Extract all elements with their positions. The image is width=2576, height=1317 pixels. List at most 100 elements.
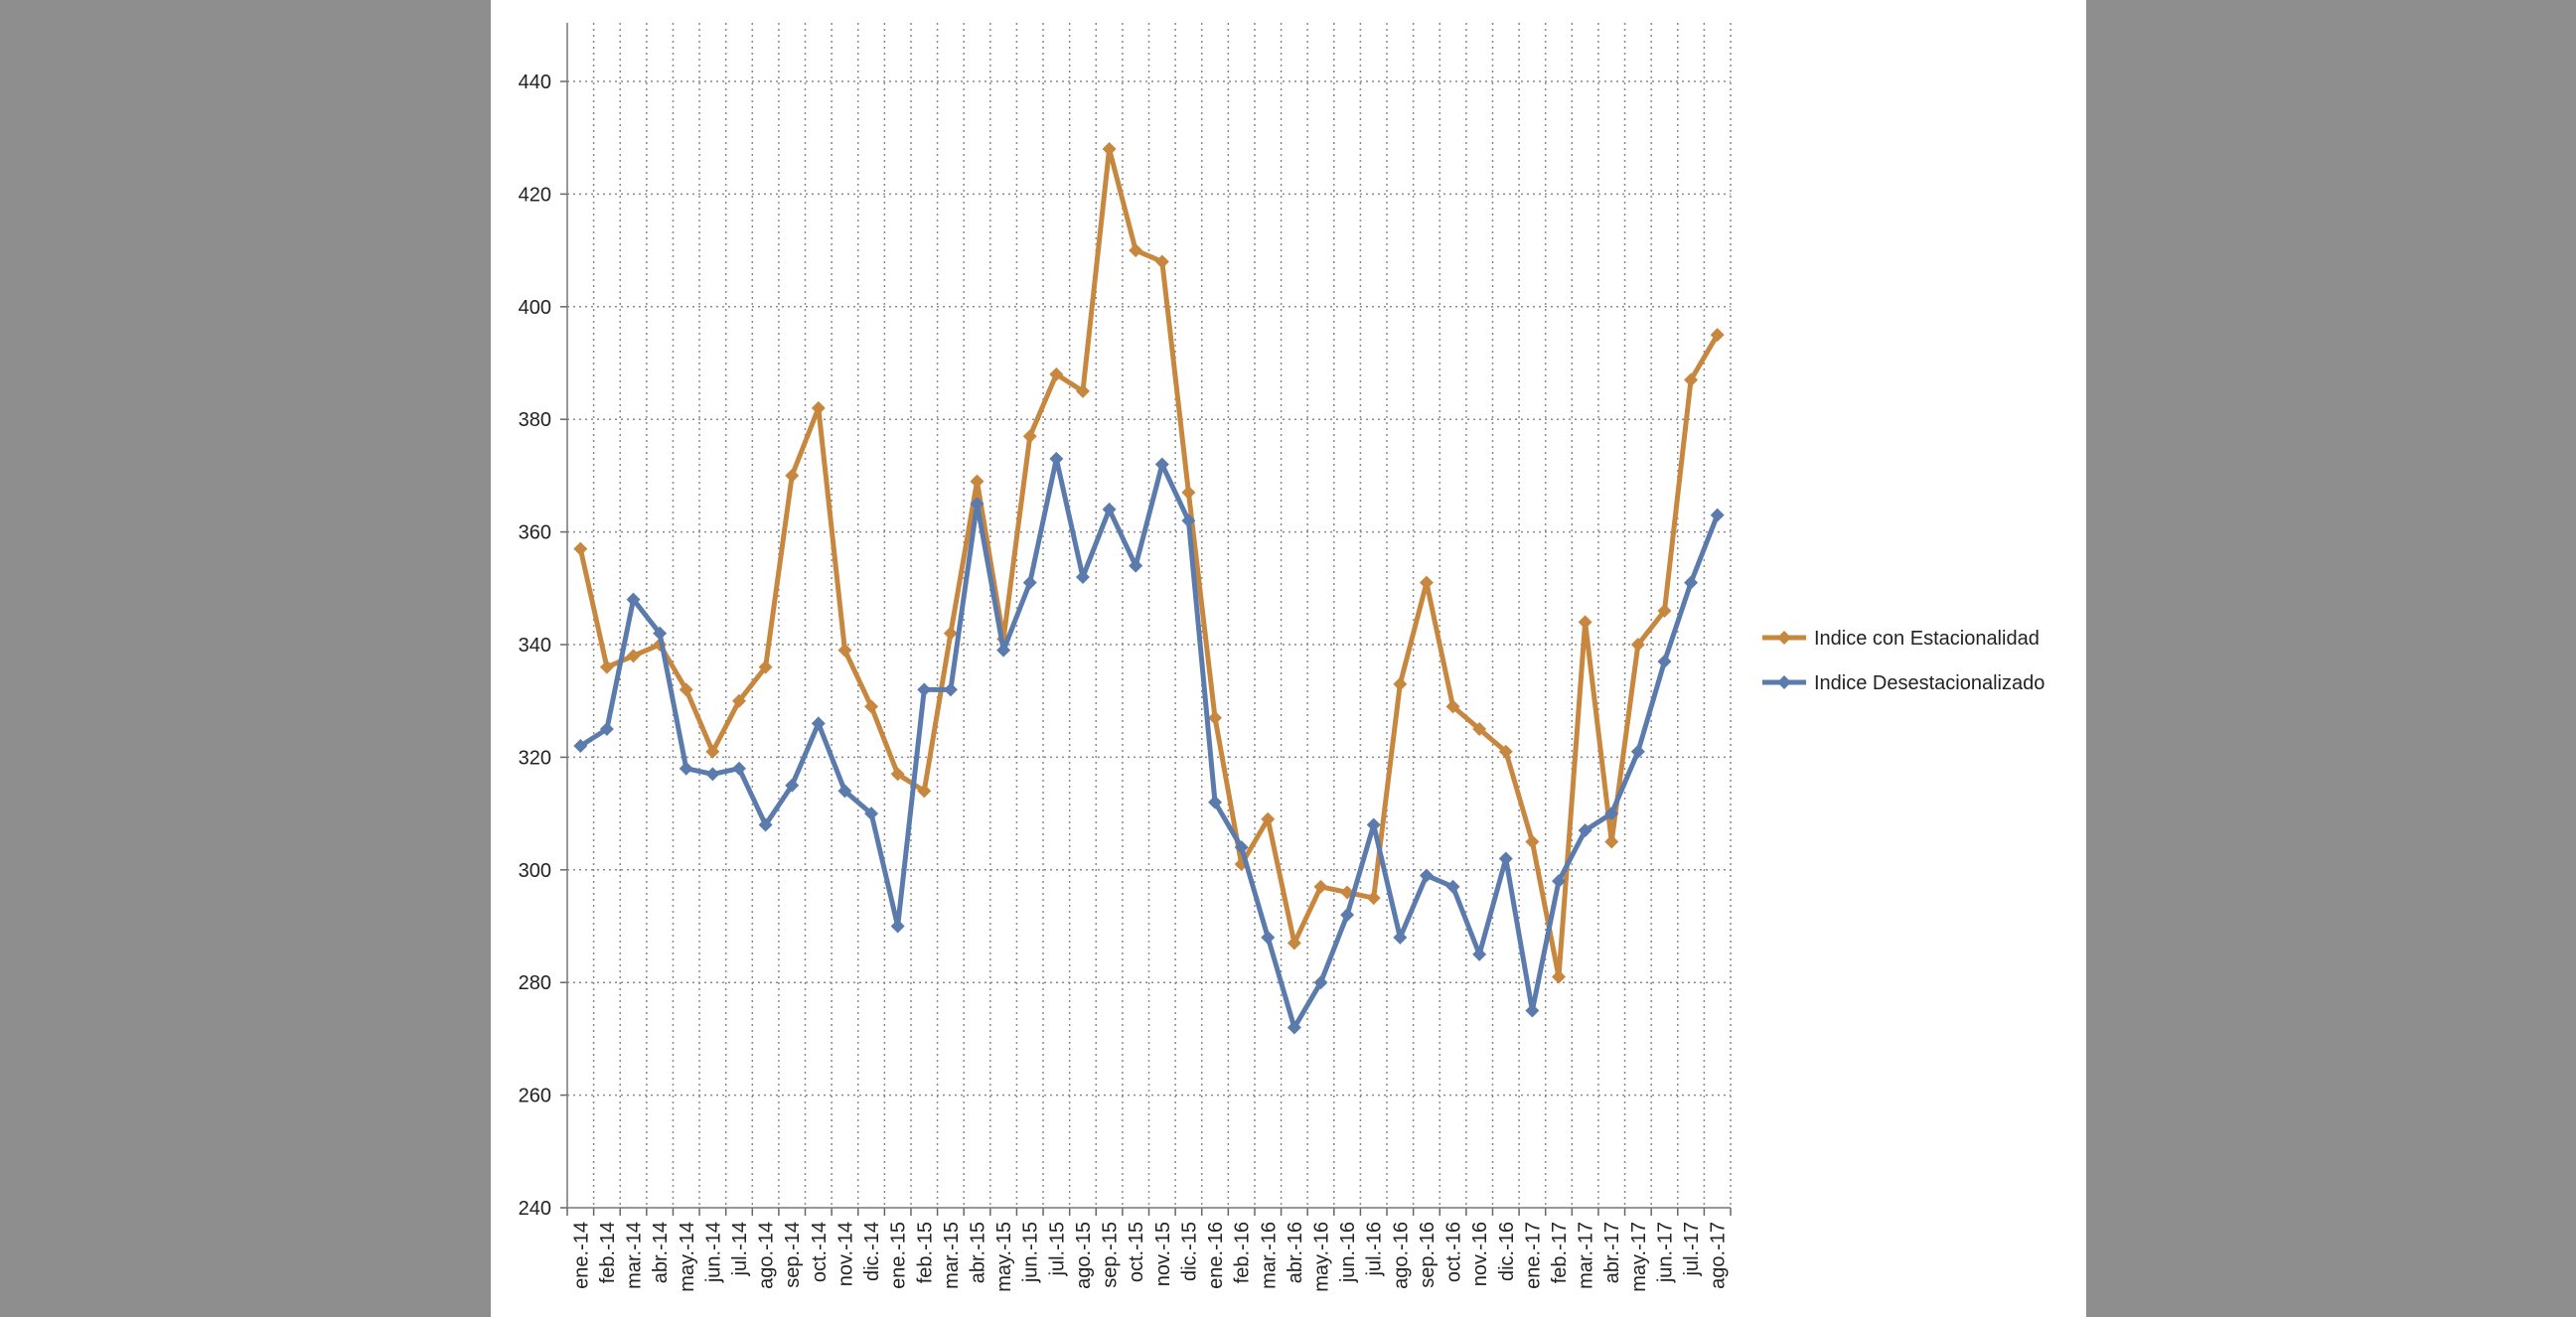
data-point [1684,372,1699,387]
data-point [758,817,773,832]
data-point [1366,891,1381,906]
x-tick-label: jul.-17 [1681,1222,1703,1276]
x-tick-label: ago.-14 [756,1222,778,1289]
data-point [811,716,826,731]
data-point [1313,879,1328,894]
data-point [1022,575,1037,590]
data-point [1208,795,1223,809]
y-tick-label: 340 [519,635,551,657]
x-tick-label: nov.-16 [1469,1222,1491,1286]
x-tick-label: ene.-14 [570,1222,592,1289]
data-point [1604,806,1619,821]
data-point [1366,817,1381,832]
x-tick-label: may.-16 [1310,1222,1332,1292]
data-point [705,744,720,759]
x-tick-label: jun.-16 [1337,1222,1359,1283]
data-point [1445,879,1460,894]
data-point [1154,457,1169,472]
x-tick-label: sep.-15 [1100,1222,1122,1288]
x-tick-label: jul.-14 [729,1222,751,1276]
data-point [1472,722,1487,737]
data-point [837,784,852,799]
data-point [1393,676,1408,691]
y-tick-label: 300 [519,860,551,882]
data-point [1498,744,1513,759]
line-chart: 240 260 280 300 320 340 360 380 400 420 440 ene.-1… [519,23,2045,1292]
x-tick-label: abr.-17 [1601,1222,1623,1283]
data-point [1208,710,1223,725]
data-point [1525,834,1540,849]
data-point [1022,429,1037,444]
chart-series [573,142,1725,1035]
y-tick-label: 280 [519,972,551,994]
data-point [1657,655,1672,669]
x-tick-label: feb.-14 [597,1222,619,1283]
x-tick-label: mar.-16 [1258,1222,1280,1289]
x-tick-label: ene.-17 [1522,1222,1544,1289]
data-point [599,722,614,737]
data-point [1181,513,1196,528]
x-tick-label: mar.-15 [941,1222,963,1289]
data-point [1393,930,1408,945]
data-point [1102,502,1117,516]
x-tick-label: dic.-15 [1178,1222,1200,1281]
data-point [917,682,932,697]
legend-label: Indice Desestacionalizado [1814,672,2045,694]
data-point [996,643,1011,658]
x-tick-label: oct.-16 [1443,1222,1465,1282]
x-tick-label: may.-17 [1628,1222,1650,1292]
y-tick-label: 440 [519,72,551,93]
x-tick-label: sep.-14 [782,1222,804,1288]
data-point [864,699,879,714]
x-axis-ticks: ene.-14 feb.-14 mar.-14 abr.-14 may.-14 jun.-… [570,1222,1729,1292]
data-point [1049,366,1064,381]
data-point [1578,823,1592,838]
data-point [785,778,800,793]
data-point [890,767,905,782]
data-point [1630,744,1645,759]
x-tick-label: dic.-16 [1496,1222,1518,1281]
y-tick-label: 380 [519,409,551,431]
data-point [1604,834,1619,849]
series-line [578,456,1721,1031]
x-tick-label: jun.-15 [1020,1222,1042,1283]
data-point [653,626,668,641]
x-tick-label: abr.-15 [968,1222,989,1283]
data-point [1287,1020,1301,1035]
data-point [1181,485,1196,500]
data-point [1525,1003,1540,1018]
data-point [1261,811,1276,826]
x-tick-label: jun.-17 [1654,1222,1676,1283]
data-point [1102,142,1117,157]
data-point [1075,383,1090,398]
data-point [811,400,826,415]
series-line [577,146,1720,980]
data-point [1419,575,1434,590]
y-tick-label: 320 [519,747,551,769]
y-tick-label: 260 [519,1086,551,1107]
data-point [1578,615,1592,630]
data-point [785,468,800,483]
data-point [1552,874,1567,889]
x-tick-label: mar.-17 [1576,1222,1597,1289]
data-point [970,497,985,512]
data-point [1710,328,1725,343]
x-tick-label: nov.-14 [834,1222,856,1286]
data-point [573,541,588,556]
data-point [1313,975,1328,990]
legend-label: Indice con Estacionalidad [1814,628,2040,650]
data-point [1287,936,1301,951]
x-tick-label: jul.-16 [1364,1222,1386,1276]
x-tick-label: abr.-14 [650,1222,672,1283]
data-point [679,761,693,776]
data-point [1657,603,1672,618]
legend-marker [1777,631,1791,645]
data-point [758,659,773,674]
data-point [1261,930,1276,945]
legend-item: Indice con Estacionalidad [1762,628,2040,650]
x-tick-label: ene.-16 [1205,1222,1227,1289]
data-point [1154,254,1169,269]
x-tick-label: nov.-15 [1152,1222,1174,1286]
legend-item: Indice Desestacionalizado [1762,672,2045,694]
chart-legend: Indice con Estacionalidad Indice Desestac… [1762,628,2045,694]
